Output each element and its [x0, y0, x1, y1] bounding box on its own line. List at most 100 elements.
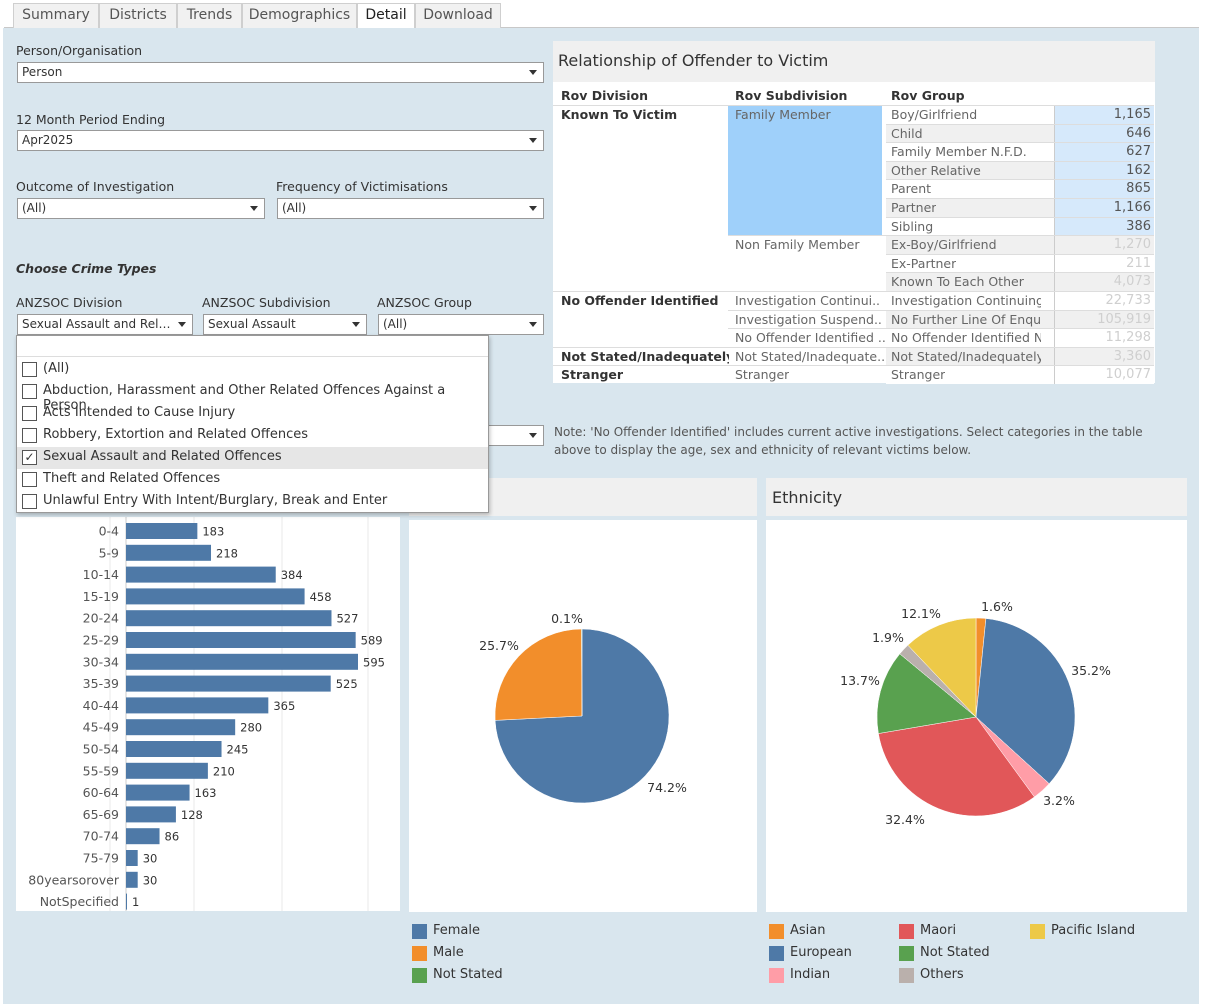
outcome-select[interactable]: (All) [17, 198, 265, 219]
rov-division-cell[interactable]: No Offender Identified [561, 293, 719, 308]
legend-label[interactable]: Not Stated [433, 967, 503, 982]
group-select[interactable]: (All) [378, 314, 544, 335]
rov-value-cell[interactable] [1054, 346, 1154, 366]
pie-slice[interactable] [494, 628, 583, 721]
age-bar[interactable] [126, 610, 332, 627]
age-bar[interactable] [126, 632, 356, 648]
checkbox-icon[interactable] [22, 384, 37, 399]
dropdown-option[interactable]: Robbery, Extortion and Related Offences [17, 425, 488, 447]
pie-slice[interactable] [581, 628, 583, 717]
pie-slice[interactable] [878, 716, 1035, 817]
checkbox-checked-icon[interactable]: ✓ [22, 450, 37, 465]
rov-value-cell[interactable] [1054, 179, 1154, 198]
rov-group-cell[interactable]: No Offender Identified N... [891, 330, 1041, 346]
legend-label[interactable]: Others [920, 967, 964, 982]
rov-subdivision-cell[interactable]: No Offender Identified .. [735, 330, 885, 346]
age-bar[interactable] [126, 566, 276, 583]
legend-label[interactable]: Maori [920, 923, 957, 938]
rov-value-cell[interactable] [1054, 235, 1154, 254]
rov-subdivision-cell[interactable]: Not Stated/Inadequate.. [735, 348, 885, 364]
rov-division-cell[interactable]: Not Stated/Inadequately .. [561, 348, 729, 364]
dropdown-option[interactable]: ✓ Sexual Assault and Related Offences [17, 447, 488, 469]
tab-districts[interactable]: Districts [99, 3, 177, 28]
rov-group-cell[interactable]: Child [891, 125, 923, 141]
tab-demographics[interactable]: Demographics [242, 3, 357, 28]
age-bar[interactable] [126, 523, 198, 539]
rov-subdivision-cell[interactable]: Non Family Member [735, 237, 860, 253]
rov-value-cell[interactable] [1054, 291, 1154, 310]
pie-slice[interactable] [975, 618, 1076, 785]
rov-value-cell[interactable] [1054, 365, 1154, 384]
age-bar[interactable] [126, 544, 212, 561]
rov-value-cell[interactable] [1054, 328, 1154, 347]
checkbox-icon[interactable] [22, 472, 37, 487]
pie-slice[interactable] [876, 653, 977, 734]
rov-group-cell[interactable]: Ex-Partner [891, 255, 957, 271]
rov-value-cell[interactable] [1054, 142, 1154, 161]
rov-value-cell[interactable] [1054, 198, 1154, 217]
age-bar[interactable] [126, 697, 269, 714]
rov-group-cell[interactable]: Stranger [891, 367, 946, 383]
rov-group-cell[interactable]: Boy/Girlfriend [891, 107, 978, 122]
dropdown-option[interactable]: (All) [17, 359, 488, 381]
rov-value-cell[interactable] [1054, 123, 1154, 143]
rov-group-cell[interactable]: Not Stated/Inadequately ... [891, 348, 1041, 364]
rov-subdivision-cell[interactable]: Family Member [735, 107, 831, 122]
rov-value-cell[interactable] [1054, 272, 1154, 291]
rov-group-cell[interactable]: Sibling [891, 218, 934, 234]
rov-subdivision-cell[interactable]: Stranger [735, 367, 790, 383]
checkbox-icon[interactable] [22, 494, 37, 509]
dropdown-option[interactable]: Abduction, Harassment and Other Related … [17, 381, 488, 413]
rov-group-cell[interactable]: Known To Each Other [891, 274, 1024, 290]
rov-group-cell[interactable]: No Further Line Of Enquiry [891, 311, 1041, 327]
rov-value-cell[interactable] [1054, 105, 1154, 124]
rov-value-cell[interactable] [1054, 216, 1154, 236]
age-bar[interactable] [126, 871, 138, 888]
rov-subdivision-cell[interactable]: Investigation Suspend.. [735, 311, 882, 327]
rov-division-cell[interactable]: Stranger [561, 367, 624, 383]
age-bar[interactable] [126, 762, 208, 779]
rov-value-cell[interactable] [1054, 253, 1154, 273]
rov-division-cell[interactable]: Known To Victim [561, 107, 678, 122]
legend-label[interactable]: European [790, 945, 852, 960]
age-bar[interactable] [126, 588, 305, 605]
age-bar[interactable] [126, 719, 236, 736]
age-bar[interactable] [126, 784, 190, 801]
rov-group-cell[interactable]: Partner [891, 200, 937, 215]
person-org-select[interactable]: Person [17, 62, 544, 83]
legend-label[interactable]: Pacific Island [1051, 923, 1136, 938]
age-bar[interactable] [126, 850, 138, 866]
rov-group-cell[interactable]: Parent [891, 181, 932, 197]
dropdown-option[interactable]: Acts Intended to Cause Injury [17, 403, 488, 425]
legend-label[interactable]: Not Stated [920, 945, 990, 960]
legend-label[interactable]: Female [433, 923, 481, 938]
legend-label[interactable]: Indian [790, 967, 831, 982]
tab-trends[interactable]: Trends [177, 3, 242, 28]
division-select[interactable]: Sexual Assault and Relat... [17, 314, 193, 335]
age-bar[interactable] [126, 675, 331, 692]
rov-value-cell[interactable] [1054, 160, 1154, 180]
age-bar[interactable] [126, 806, 176, 823]
dropdown-option[interactable]: Theft and Related Offences [17, 469, 488, 491]
rov-subdivision-cell[interactable]: Investigation Continui.. [735, 293, 881, 308]
checkbox-icon[interactable] [22, 428, 37, 443]
rov-value-cell[interactable] [1054, 309, 1154, 329]
period-select[interactable]: Apr2025 [17, 130, 544, 151]
tab-detail[interactable]: Detail [357, 3, 415, 29]
subdivision-select[interactable]: Sexual Assault [203, 314, 367, 335]
checkbox-icon[interactable] [22, 362, 37, 377]
age-bar[interactable] [126, 653, 358, 670]
frequency-select[interactable]: (All) [277, 198, 544, 219]
age-bar[interactable] [126, 828, 160, 845]
age-bar[interactable] [126, 893, 127, 910]
legend-label[interactable]: Asian [790, 923, 826, 938]
legend-label[interactable]: Male [433, 945, 464, 960]
tab-summary[interactable]: Summary [13, 3, 99, 28]
obscured-select[interactable] [489, 425, 544, 446]
rov-group-cell[interactable]: Investigation Continuing [891, 293, 1041, 308]
rov-group-cell[interactable]: Ex-Boy/Girlfriend [891, 237, 997, 253]
dropdown-search-input[interactable] [17, 336, 488, 357]
rov-group-cell[interactable]: Family Member N.F.D. [891, 144, 1027, 160]
rov-group-cell[interactable]: Other Relative [891, 162, 981, 178]
tab-download[interactable]: Download [415, 3, 501, 28]
